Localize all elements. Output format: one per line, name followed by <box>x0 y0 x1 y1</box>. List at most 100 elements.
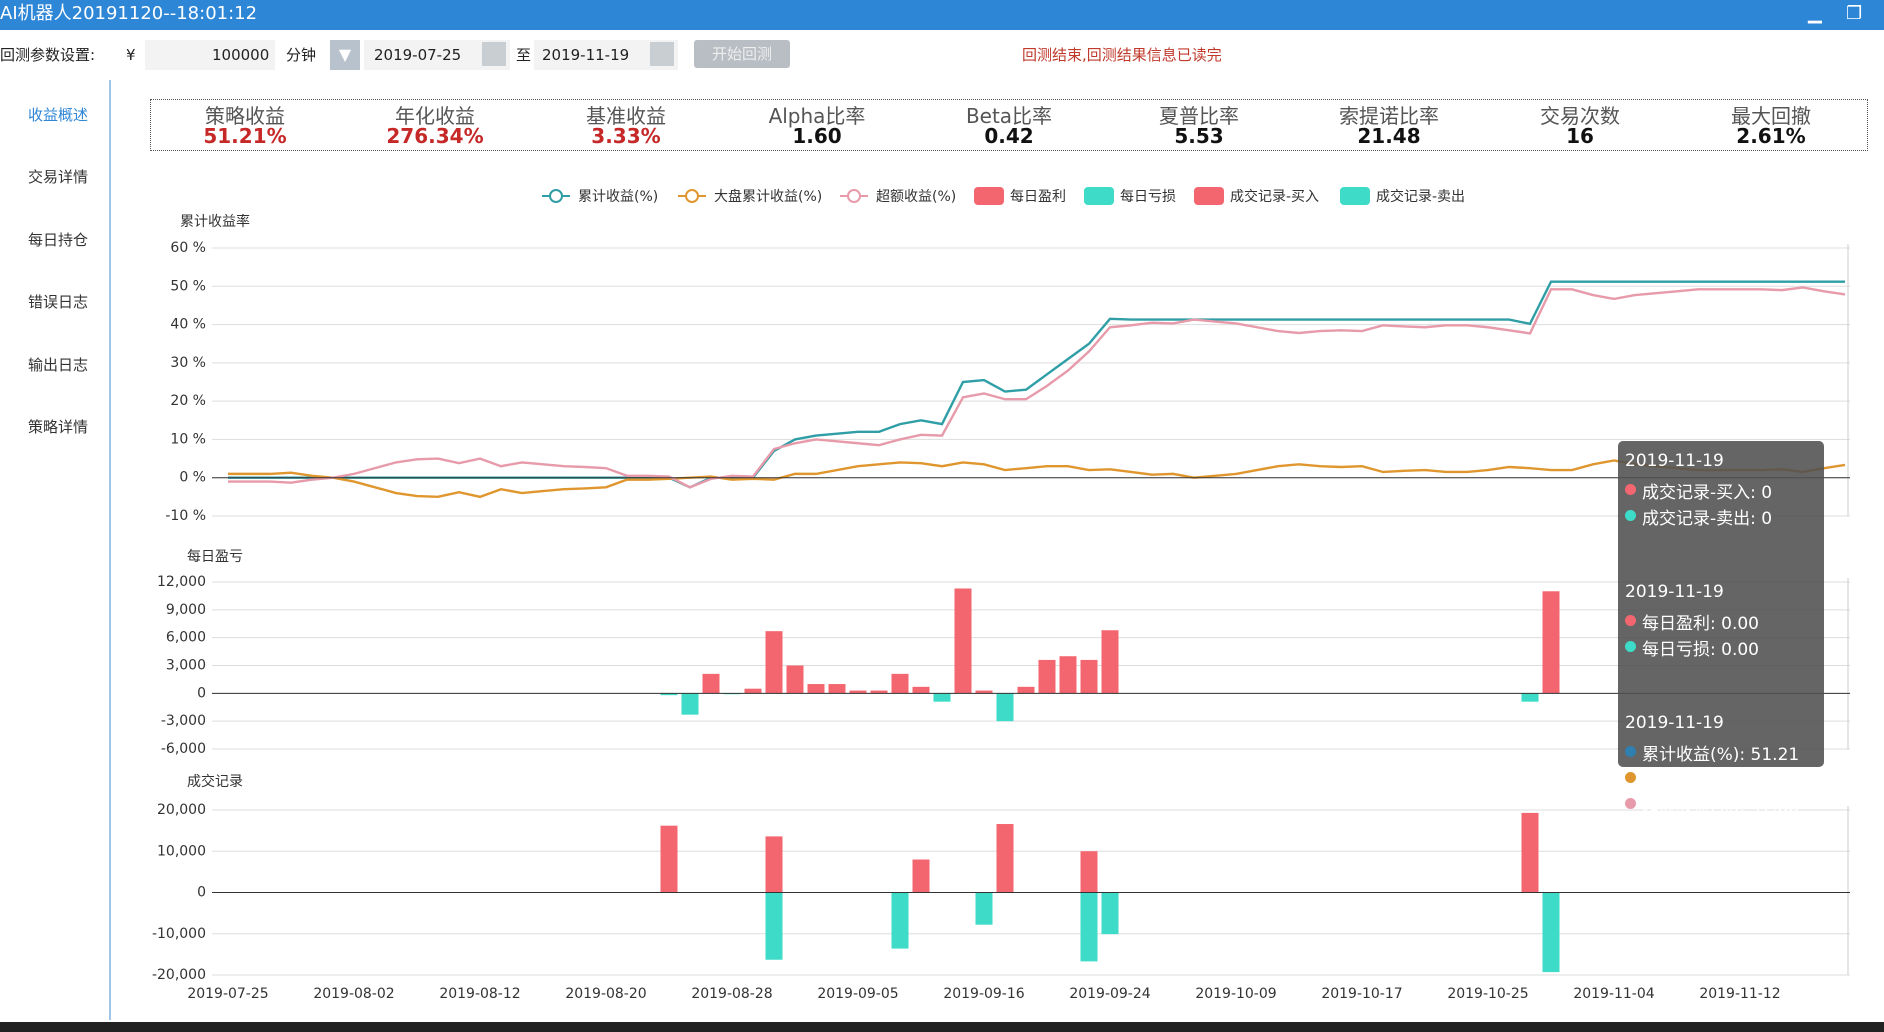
x-tick-label: 2019-09-05 <box>817 986 898 1002</box>
y-tick-label: 10 % <box>170 431 206 447</box>
bar <box>975 690 993 694</box>
stat-label: 年化收益 <box>395 104 475 128</box>
bar <box>765 631 783 694</box>
bar <box>807 684 825 694</box>
legend-label: 超额收益(%) <box>876 189 956 205</box>
y-tick-label: 0 % <box>179 470 206 486</box>
y-tick-label: 12,000 <box>157 574 206 590</box>
taskbar <box>0 1022 1884 1032</box>
bar <box>891 673 909 694</box>
sidebar-divider <box>109 80 111 1020</box>
bar <box>660 693 678 696</box>
bar <box>870 690 888 694</box>
freq-dropdown[interactable]: ▼ <box>330 40 360 70</box>
chart-title: 累计收益率 <box>180 213 250 230</box>
sidebar-item[interactable]: 输出日志 <box>28 355 89 374</box>
button-label: 开始回测 <box>711 45 772 63</box>
stats-box: 策略收益 51.21% 年化收益 276.34% 基准收益 3.33% Alpha比率 1.6… <box>150 99 1868 151</box>
sidebar-item[interactable]: 每日持仓 <box>28 230 89 249</box>
end-date: 2019-11-19 <box>542 46 630 64</box>
x-tick-label: 2019-09-16 <box>943 986 1024 1002</box>
stat-value: 2.61% <box>1736 124 1806 148</box>
tooltip-item: 累计收益(%): 51.21 <box>1642 745 1800 765</box>
stat-value: 0.42 <box>984 124 1034 148</box>
y-tick-label: -20,000 <box>152 967 206 983</box>
sidebar-item[interactable]: 错误日志 <box>28 293 89 312</box>
stat-label: 策略收益 <box>205 104 285 128</box>
calendar-icon[interactable] <box>650 42 674 66</box>
stat-label: 基准收益 <box>586 104 666 128</box>
x-tick-label: 2019-08-28 <box>691 986 772 1002</box>
y-tick-label: 10,000 <box>157 843 206 859</box>
bar <box>1521 812 1539 893</box>
tooltip-dot <box>1625 746 1636 757</box>
tooltip: 2019-11-19 成交记录-买入: 0 成交记录-卖出: 0 2019-11-19… <box>1618 441 1824 817</box>
legend-label: 累计收益(%) <box>578 189 658 205</box>
y-tick-label: -6,000 <box>161 741 206 757</box>
tooltip-date: 2019-11-19 <box>1625 451 1724 471</box>
line-series <box>228 459 1846 499</box>
chart-title: 每日盈亏 <box>187 549 243 565</box>
bar <box>849 690 867 694</box>
legend-marker <box>847 189 861 203</box>
legend-label: 成交记录-卖出 <box>1376 188 1465 205</box>
sidebar-item[interactable]: 收益概述 <box>28 106 89 124</box>
stat-value: 5.53 <box>1174 124 1224 148</box>
start-button[interactable]: 开始回测 <box>694 40 790 68</box>
stat-label: 交易次数 <box>1540 104 1620 128</box>
y-tick-label: 3,000 <box>166 658 206 674</box>
y-tick-label: 20,000 <box>157 802 206 818</box>
capital: 100000 <box>212 46 270 64</box>
freq: 分钟 <box>286 46 317 64</box>
y-tick-label: -10 % <box>165 508 206 524</box>
legend-marker <box>685 189 699 203</box>
legend-label: 成交记录-买入 <box>1230 188 1319 205</box>
bar <box>1521 693 1539 702</box>
tooltip-dot <box>1625 615 1636 626</box>
x-tick-label: 2019-11-04 <box>1573 986 1654 1002</box>
calendar-icon[interactable] <box>482 42 506 66</box>
tooltip-date: 2019-11-19 <box>1625 582 1724 602</box>
start-date: 2019-07-25 <box>374 46 462 64</box>
currency: ¥ <box>126 46 136 64</box>
bar <box>828 684 846 694</box>
minimize-button[interactable]: ▁ <box>1808 3 1822 24</box>
y-tick-label: 20 % <box>170 393 206 409</box>
bar <box>681 693 699 715</box>
tooltip-date: 2019-11-19 <box>1625 713 1724 733</box>
bar <box>1080 851 1098 893</box>
y-tick-label: -3,000 <box>161 713 206 729</box>
y-tick-label: 60 % <box>170 240 206 256</box>
legend-label: 大盘累计收益(%) <box>714 188 822 205</box>
bar <box>1038 659 1056 694</box>
tooltip-dot <box>1625 641 1636 652</box>
bar <box>786 665 804 694</box>
stat-value: 21.48 <box>1357 124 1421 148</box>
y-tick-label: 6,000 <box>166 630 206 646</box>
x-tick-label: 2019-08-12 <box>439 986 520 1002</box>
bar <box>1080 659 1098 694</box>
x-tick-label: 2019-11-12 <box>1699 986 1780 1002</box>
to: 至 <box>516 46 532 64</box>
x-tick-label: 2019-08-02 <box>313 986 394 1002</box>
bar <box>996 824 1014 893</box>
stat-label: Alpha比率 <box>768 104 866 128</box>
stat-value: 16 <box>1566 124 1594 148</box>
bar <box>912 859 930 893</box>
bar <box>1080 892 1098 962</box>
sidebar-item[interactable]: 策略详情 <box>28 418 89 436</box>
bar <box>765 892 783 960</box>
title-bar: AI机器人20191120--18:01:12 ▁ ❐ <box>0 0 1884 30</box>
tooltip-dot <box>1625 510 1636 521</box>
sidebar-item[interactable]: 交易详情 <box>28 168 89 187</box>
stat-value: 51.21% <box>203 124 287 148</box>
bar <box>660 825 678 893</box>
status: 回测结束,回测结果信息已读完 <box>1022 46 1222 64</box>
capital-input[interactable] <box>145 40 275 70</box>
stat-label: Beta比率 <box>965 104 1053 128</box>
restore-button[interactable]: ❐ <box>1846 3 1863 24</box>
legend-swatch <box>1084 187 1114 205</box>
